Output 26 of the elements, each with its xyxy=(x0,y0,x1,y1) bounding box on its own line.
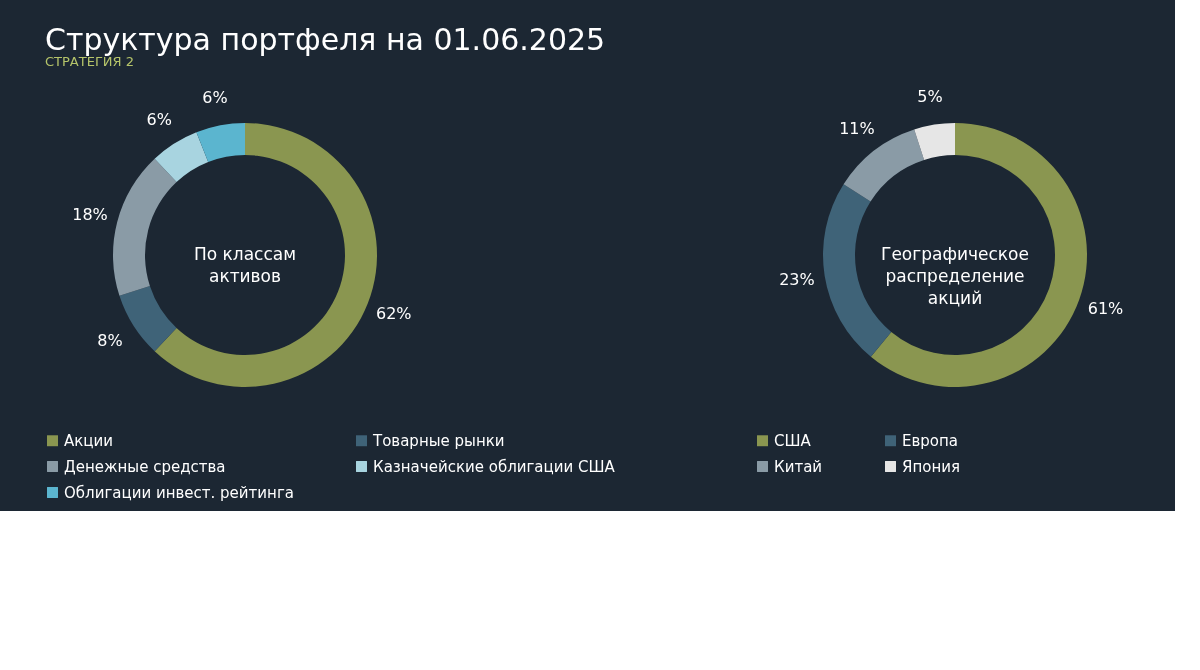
data-label: 11% xyxy=(839,118,875,138)
data-label: 62% xyxy=(375,303,412,323)
data-label: 6% xyxy=(202,87,228,107)
donut-slice xyxy=(113,158,177,296)
legend-label: Япония xyxy=(902,457,960,476)
text: По классам активов xyxy=(193,244,297,286)
donut-slice xyxy=(196,123,245,163)
data-label: 8% xyxy=(97,330,123,350)
legend-label: Товарные рынки xyxy=(372,431,505,450)
donut-slice xyxy=(914,123,955,160)
legend-label: Акции xyxy=(64,431,114,450)
donut-slice xyxy=(154,132,209,183)
data-label: 6% xyxy=(146,109,172,129)
legend-label: Европа xyxy=(902,431,959,450)
data-label: 5% xyxy=(917,86,943,106)
data-label: 61% xyxy=(1087,299,1124,319)
chart-title: Структура портфеля на 01.06.2025 xyxy=(45,21,606,57)
legend-label: Денежные средства xyxy=(64,457,226,476)
text: Географическое распределение акций xyxy=(881,244,1029,308)
legend-label: Облигации инвест. рейтинга xyxy=(64,483,294,502)
data-label: 18% xyxy=(72,205,108,225)
legend-label: США xyxy=(774,431,812,450)
legend-label: Китай xyxy=(774,457,823,476)
donut-slice xyxy=(154,123,377,387)
data-label: 23% xyxy=(779,270,815,290)
legend-label: Казначейские облигации США xyxy=(373,457,616,476)
